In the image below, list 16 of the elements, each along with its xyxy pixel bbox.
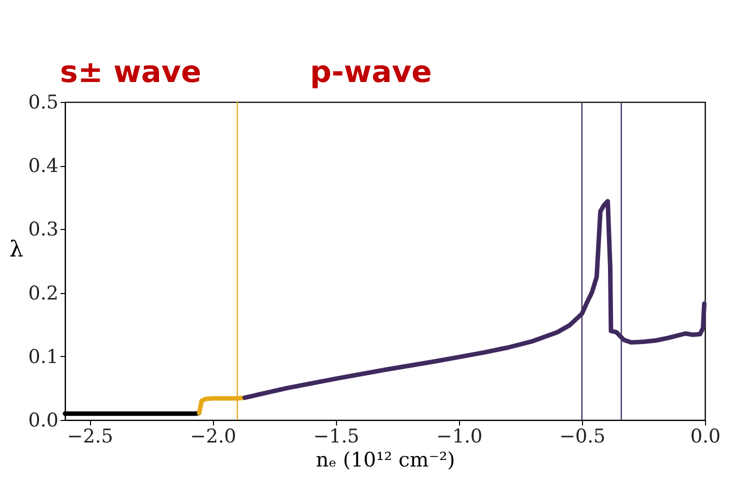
y-tick-label: 0.0 [28, 410, 58, 432]
x-tick-label: −1.5 [313, 426, 360, 448]
x-tick-label: −2.0 [190, 426, 236, 448]
x-tick-label: 0.0 [690, 426, 721, 448]
y-tick-label: 0.5 [28, 92, 58, 114]
y-tick-label: 0.2 [28, 282, 58, 304]
text: p-wave [310, 55, 432, 90]
text: s± wave [60, 55, 202, 90]
y-tick-label: 0.1 [28, 346, 58, 368]
x-tick-label: −1.0 [436, 426, 482, 448]
y-axis-title: λ [9, 238, 24, 262]
x-axis-title: nₑ (10¹² cm⁻²) [316, 448, 456, 472]
x-tick-label: −0.5 [559, 426, 606, 448]
y-tick-label: 0.3 [28, 218, 58, 241]
x-tick-label: −2.5 [67, 426, 114, 448]
y-tick-label: 0.4 [28, 155, 58, 178]
